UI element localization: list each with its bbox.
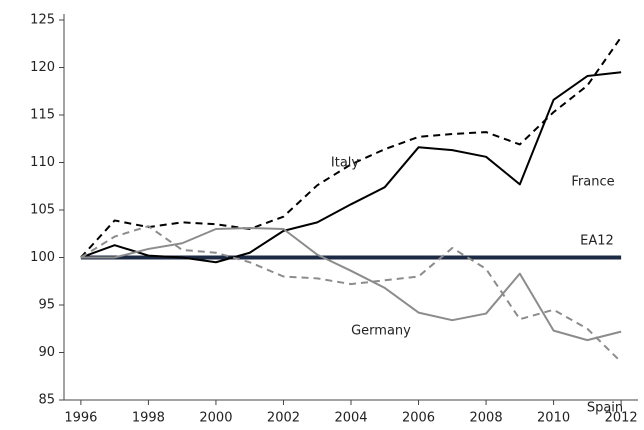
series-line [80, 36, 622, 259]
y-tick-label: 115 [30, 108, 55, 123]
y-tick-label: 110 [30, 155, 55, 170]
series-label: Spain [587, 401, 623, 416]
y-tick-label: 105 [30, 203, 55, 218]
series-label: Italy [331, 156, 360, 171]
y-tick-label: 125 [30, 13, 55, 28]
series-label: Germany [351, 324, 411, 339]
series-label: France [571, 175, 614, 190]
x-tick-label: 2010 [537, 411, 570, 426]
x-tick-label: 2008 [470, 411, 503, 426]
x-tick-label: 2006 [402, 411, 435, 426]
x-tick-label: 1996 [64, 411, 97, 426]
y-tick-label: 95 [38, 298, 55, 313]
series-line [80, 227, 622, 342]
series-label: EA12 [580, 234, 614, 249]
x-tick-label: 1998 [132, 411, 165, 426]
y-tick-label: 120 [30, 60, 55, 75]
series-line [80, 225, 622, 363]
y-tick-label: 100 [30, 250, 55, 265]
x-tick-label: 2004 [334, 411, 367, 426]
x-tick-label: 2012 [605, 411, 638, 426]
y-tick-label: 85 [38, 393, 55, 408]
x-tick-label: 2000 [199, 411, 232, 426]
x-tick-label: 2002 [267, 411, 300, 426]
y-tick-label: 90 [38, 345, 55, 360]
series-line [80, 71, 622, 264]
